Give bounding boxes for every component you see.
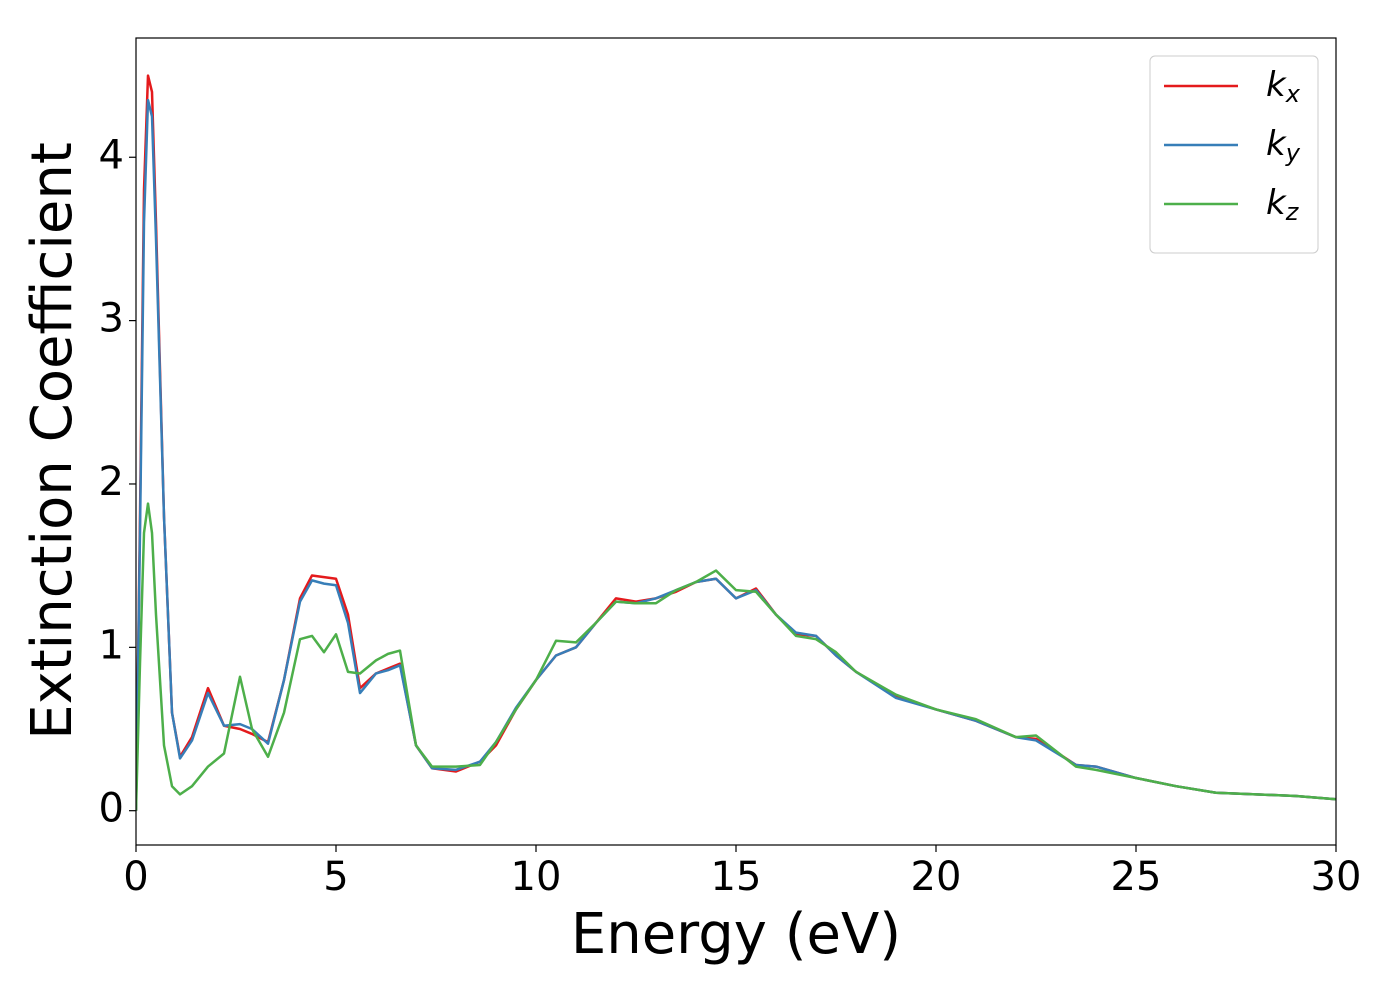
y-tick-label: 0 xyxy=(99,786,124,832)
x-tick-label: 5 xyxy=(323,854,348,900)
x-tick-label: 10 xyxy=(511,854,562,900)
y-tick-label: 4 xyxy=(99,132,124,178)
y-tick-label: 1 xyxy=(99,622,124,668)
x-axis-label: Energy (eV) xyxy=(571,902,901,967)
legend-label: kz xyxy=(1266,183,1300,227)
plot-frame xyxy=(135,37,1337,846)
x-tick-label: 25 xyxy=(1111,854,1162,900)
legend-label: ky xyxy=(1266,124,1301,168)
x-tick-label: 15 xyxy=(711,854,762,900)
y-tick-label: 3 xyxy=(99,296,124,342)
y-axis-label: Extinction Coefficient xyxy=(20,142,85,740)
x-tick-label: 30 xyxy=(1311,854,1362,900)
data-line xyxy=(136,502,1336,811)
x-tick-label: 0 xyxy=(123,854,148,900)
plot xyxy=(136,74,1336,811)
x-tick-label: 20 xyxy=(911,854,962,900)
y-tick-label: 2 xyxy=(99,459,124,505)
legend-label: kx xyxy=(1266,65,1301,109)
